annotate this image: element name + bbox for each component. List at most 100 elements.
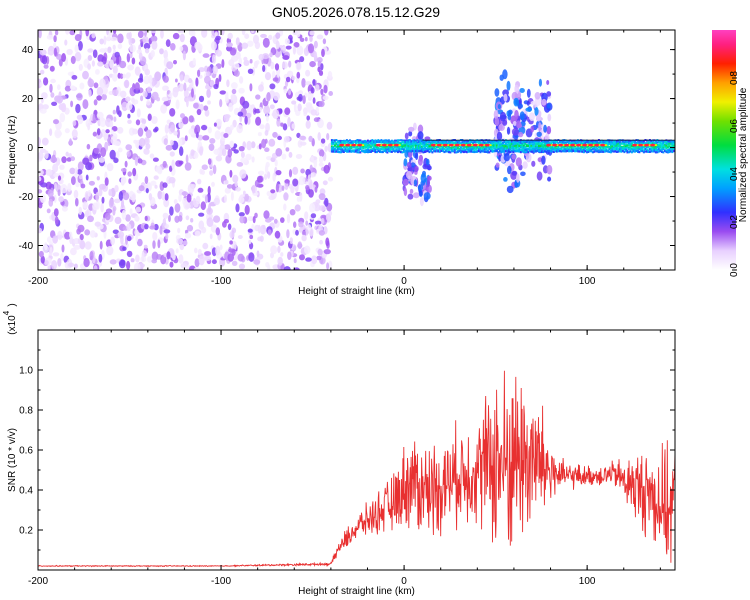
noise-speckle [288,169,293,178]
ridge-cell [510,142,513,146]
ridge-peak [654,144,658,147]
noise-speckle [83,257,90,268]
ridge-cell [446,150,449,153]
ridge-cell [651,146,654,149]
ridge-cell [422,141,425,144]
ridge-cell [518,143,521,146]
noise-speckle [269,83,276,90]
ridge-cell [659,142,662,145]
ridge-cell [620,148,623,152]
ridge-cell [660,139,663,142]
noise-speckle [74,51,82,62]
ridge-cell [627,148,630,151]
noise-speckle [265,161,270,168]
ridge-cell [609,147,612,150]
noise-speckle [188,84,192,92]
ridge-cell [440,139,443,143]
ridge-cell [401,143,404,146]
y-tick-label: 20 [22,94,34,105]
noise-speckle [208,203,211,213]
noise-speckle [64,39,68,46]
noise-speckle [185,154,189,164]
noise-speckle [165,233,169,240]
noise-speckle [258,143,262,150]
ridge-cell [368,149,371,152]
ridge-cell [392,149,395,152]
ridge-cell [554,148,557,151]
noise-speckle [195,77,199,87]
noise-speckle [77,40,83,51]
ridge-cell [552,150,555,153]
ridge-cell [486,139,489,142]
noise-speckle [266,190,272,197]
ridge-cell [464,146,467,149]
ridge-cell [584,150,587,153]
noise-speckle [213,215,221,223]
noise-speckle [71,176,76,186]
ridge-cell [452,150,455,153]
ridge-cell [576,148,579,151]
ridge-cell [632,150,635,153]
noise-speckle [249,59,253,64]
noise-speckle [127,64,134,71]
ridge-cell [473,145,476,148]
ridge-peak [387,143,394,147]
ridge-cell [482,148,485,151]
ridge-cell [333,150,336,153]
noise-speckle [277,245,281,253]
burst-speckle-1 [503,177,508,182]
ridge-cell [422,143,425,146]
noise-speckle [93,147,100,154]
ridge-cell [518,144,521,147]
ridge-cell [338,139,341,143]
noise-speckle [182,240,188,246]
noise-speckle [57,84,61,91]
ridge-cell [426,146,429,149]
noise-speckle [296,30,301,38]
y-axis-label: Frequency (Hz) [7,116,18,185]
ridge-cell [377,140,380,143]
noise-speckle [237,253,245,262]
noise-speckle [169,151,175,157]
noise-speckle [52,235,58,244]
noise-speckle [268,34,273,41]
ridge-cell [332,150,335,153]
noise-speckle [178,215,183,222]
noise-speckle [99,78,106,89]
noise-speckle [178,193,182,202]
noise-speckle [87,122,91,131]
burst-speckle-1 [516,120,522,129]
noise-speckle [283,266,291,270]
ridge-cell [614,143,617,146]
ridge-cell [482,139,485,142]
ridge-cell [368,140,371,143]
ridge-cell [446,142,449,145]
noise-speckle [56,95,63,104]
ridge-cell [623,143,626,146]
ridge-cell [636,145,639,148]
burst-speckle-1 [517,103,523,109]
ridge-cell [585,149,588,152]
ridge-cell [533,140,536,143]
ridge-cell [596,140,599,143]
noise-speckle [181,191,188,196]
noise-speckle [280,122,284,127]
ridge-cell [465,146,468,150]
ridge-cell [641,142,644,145]
ridge-cell [521,148,524,151]
ridge-cell [543,150,546,153]
ridge-cell [507,142,510,145]
ridge-cell [410,143,413,146]
ridge-cell [378,140,381,144]
ridge-cell [570,150,573,153]
noise-speckle [44,150,49,159]
ridge-cell [345,146,348,149]
noise-speckle [304,211,309,221]
ridge-cell [477,142,480,145]
noise-speckle [210,41,217,51]
ridge-cell [348,142,351,145]
ridge-cell [471,148,474,151]
noise-speckle [110,135,118,145]
ridge-cell [464,139,467,142]
ridge-cell [347,142,350,145]
